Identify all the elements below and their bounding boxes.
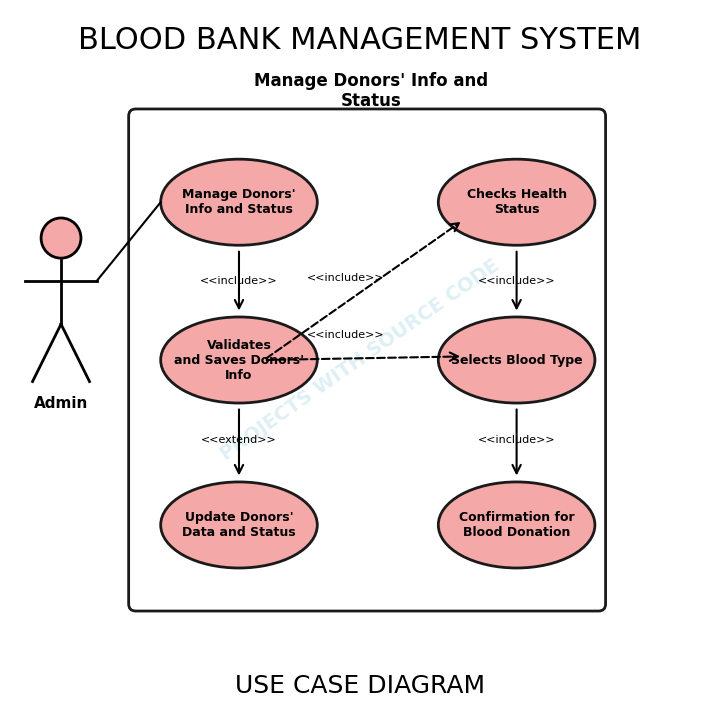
- Text: <<include>>: <<include>>: [307, 330, 384, 340]
- Text: <<include>>: <<include>>: [307, 272, 384, 282]
- Text: Manage Donors' Info and
Status: Manage Donors' Info and Status: [253, 72, 487, 110]
- Text: Confirmation for
Blood Donation: Confirmation for Blood Donation: [459, 511, 575, 539]
- Ellipse shape: [438, 482, 595, 568]
- Text: <<include>>: <<include>>: [478, 276, 555, 286]
- Ellipse shape: [438, 317, 595, 403]
- Circle shape: [41, 218, 81, 258]
- FancyBboxPatch shape: [129, 109, 606, 611]
- Ellipse shape: [161, 317, 318, 403]
- Ellipse shape: [438, 159, 595, 246]
- Text: USE CASE DIAGRAM: USE CASE DIAGRAM: [235, 675, 485, 698]
- Ellipse shape: [161, 159, 318, 246]
- Text: <<include>>: <<include>>: [200, 276, 278, 286]
- Text: Admin: Admin: [34, 395, 89, 410]
- Text: Checks Health
Status: Checks Health Status: [467, 188, 567, 216]
- Text: Update Donors'
Data and Status: Update Donors' Data and Status: [182, 511, 296, 539]
- Text: Manage Donors'
Info and Status: Manage Donors' Info and Status: [182, 188, 296, 216]
- Text: <<include>>: <<include>>: [478, 436, 555, 446]
- Ellipse shape: [161, 482, 318, 568]
- Text: Selects Blood Type: Selects Blood Type: [451, 354, 582, 366]
- Text: Validates
and Saves Donors'
Info: Validates and Saves Donors' Info: [174, 338, 304, 382]
- Text: BLOOD BANK MANAGEMENT SYSTEM: BLOOD BANK MANAGEMENT SYSTEM: [78, 27, 642, 55]
- Text: <<extend>>: <<extend>>: [201, 436, 277, 446]
- Text: PROJECTS WITH SOURCE CODE: PROJECTS WITH SOURCE CODE: [217, 256, 503, 464]
